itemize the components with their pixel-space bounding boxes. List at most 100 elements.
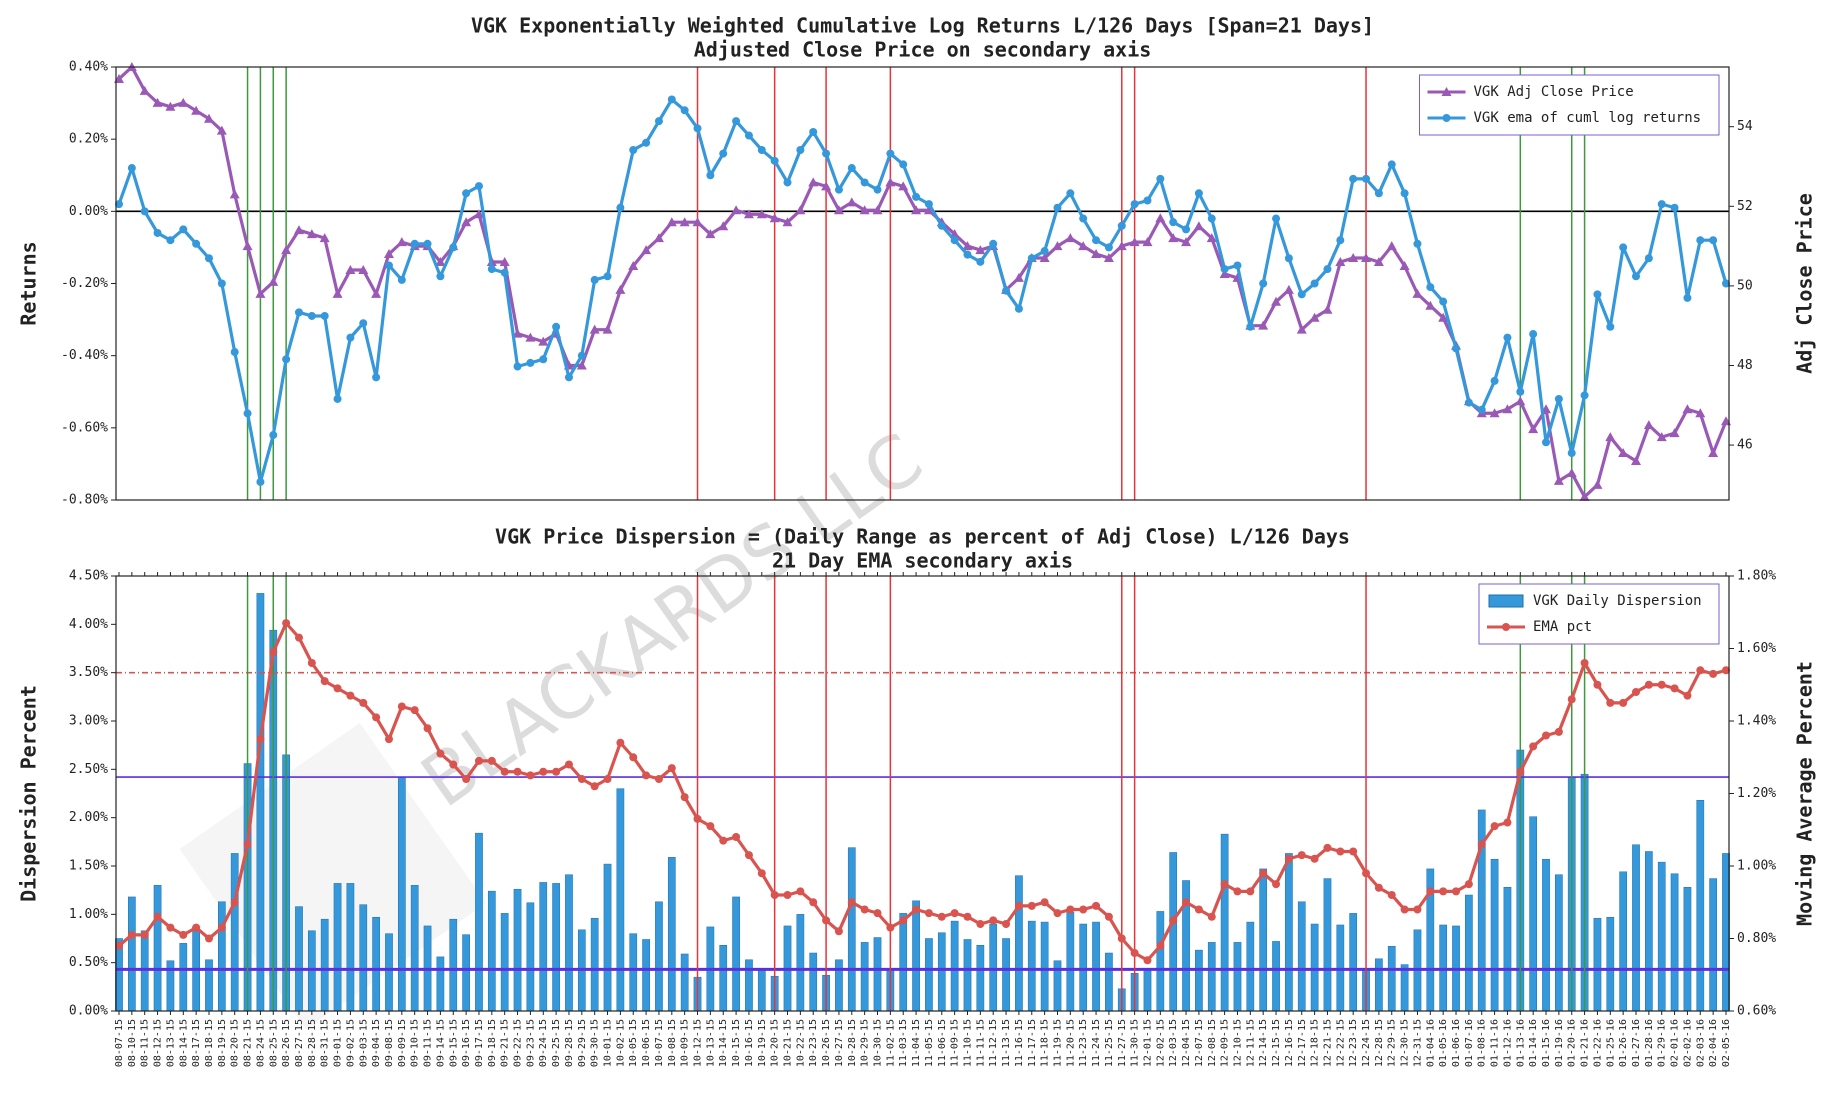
point-marker (1066, 189, 1075, 198)
point-marker (963, 250, 972, 259)
point-marker (833, 205, 844, 215)
point-marker (474, 756, 483, 765)
point-marker (1002, 920, 1011, 928)
x-tick-label: 11-09-15 (950, 1019, 961, 1067)
point-marker (513, 362, 522, 371)
x-tick-label: 08-14-15 (178, 1019, 189, 1067)
point-marker (1104, 243, 1113, 252)
point-marker (1502, 623, 1510, 631)
point-marker (1335, 257, 1346, 267)
point-marker (1052, 241, 1063, 251)
point-marker (1567, 695, 1576, 704)
point-marker (229, 189, 240, 199)
bar (1696, 800, 1705, 1012)
legend-label: VGK ema of cuml log returns (1474, 110, 1702, 126)
point-marker (423, 724, 432, 733)
bar (1490, 858, 1499, 1012)
bar (1619, 871, 1628, 1012)
x-tick-label: 11-27-15 (1117, 1019, 1128, 1067)
point-marker (769, 213, 780, 223)
point-marker (1233, 887, 1242, 896)
point-marker (706, 171, 715, 180)
x-tick-label: 01-19-16 (1554, 1019, 1565, 1067)
point-marker (1182, 225, 1191, 234)
bar (976, 945, 985, 1012)
point-marker (526, 771, 535, 780)
point-marker (1708, 448, 1719, 458)
x-tick-label: 12-17-15 (1297, 1019, 1308, 1067)
x-tick-label: 09-18-15 (487, 1019, 498, 1067)
y2-axis-label: Adj Close Price (1793, 193, 1817, 374)
point-marker (410, 706, 419, 715)
x-tick-label: 08-31-15 (320, 1019, 331, 1067)
point-marker (615, 284, 626, 294)
point-marker (243, 840, 252, 849)
x-tick-label: 08-25-15 (268, 1019, 279, 1067)
point-marker (204, 934, 213, 943)
y-tick-label: 2.00% (69, 810, 108, 825)
x-tick-label: 10-27-15 (834, 1019, 845, 1067)
point-marker (346, 333, 355, 342)
point-marker (1542, 438, 1551, 447)
x-tick-label: 11-12-15 (988, 1019, 999, 1067)
point-marker (333, 684, 342, 693)
y-tick-label: 4.00% (69, 617, 108, 632)
x-tick-label: 01-21-16 (1580, 1019, 1591, 1067)
bar (1143, 970, 1152, 1012)
bar (1593, 917, 1602, 1012)
point-marker (950, 909, 959, 918)
bar (667, 857, 676, 1012)
bar (1632, 844, 1640, 1012)
bar (205, 959, 213, 1012)
bar (1645, 851, 1653, 1012)
point-marker (783, 891, 792, 899)
point-marker (693, 814, 702, 823)
point-marker (1464, 880, 1473, 889)
bar (436, 956, 445, 1012)
x-tick-label: 09-03-15 (358, 1019, 369, 1067)
point-marker (719, 836, 728, 845)
point-marker (1117, 221, 1126, 230)
bar (860, 942, 869, 1012)
bar (963, 939, 972, 1012)
point-marker (732, 117, 741, 126)
point-marker (1374, 189, 1383, 198)
x-tick-label: 01-04-16 (1425, 1019, 1436, 1067)
point-marker (1182, 898, 1191, 907)
x-tick-label: 11-11-15 (975, 1019, 986, 1067)
y-axis-label: Dispersion Percent (17, 685, 41, 902)
point-marker (359, 698, 368, 707)
point-marker (1669, 428, 1680, 438)
x-tick-label: 12-02-15 (1155, 1019, 1166, 1067)
bar (1503, 887, 1512, 1012)
point-marker (1426, 887, 1435, 896)
point-marker (1503, 818, 1512, 827)
bar (1092, 921, 1100, 1012)
point-marker (899, 160, 908, 169)
point-marker (346, 691, 355, 700)
point-marker (1439, 297, 1448, 306)
point-marker (1657, 200, 1666, 209)
x-tick-label: 11-17-15 (1027, 1019, 1038, 1067)
point-marker (1400, 905, 1409, 914)
point-marker (809, 898, 818, 907)
point-marker (1194, 189, 1203, 198)
point-marker (629, 753, 638, 762)
chart-title: VGK Price Dispersion = (Daily Range as p… (495, 525, 1350, 549)
x-tick-label: 10-09-15 (680, 1019, 691, 1067)
x-tick-label: 01-11-16 (1490, 1019, 1501, 1067)
bar (1323, 878, 1332, 1012)
point-marker (834, 185, 843, 194)
bar (1657, 861, 1666, 1012)
point-marker (976, 257, 985, 266)
bar (1207, 942, 1216, 1012)
point-marker (1053, 909, 1062, 918)
point-marker (1310, 854, 1319, 863)
bar (153, 885, 162, 1012)
point-marker (796, 145, 805, 154)
bar (1400, 964, 1409, 1012)
point-marker (449, 760, 458, 769)
x-tick-label: 11-10-15 (962, 1019, 973, 1067)
x-tick-label: 09-25-15 (551, 1019, 562, 1067)
x-tick-label: 11-23-15 (1078, 1019, 1089, 1067)
